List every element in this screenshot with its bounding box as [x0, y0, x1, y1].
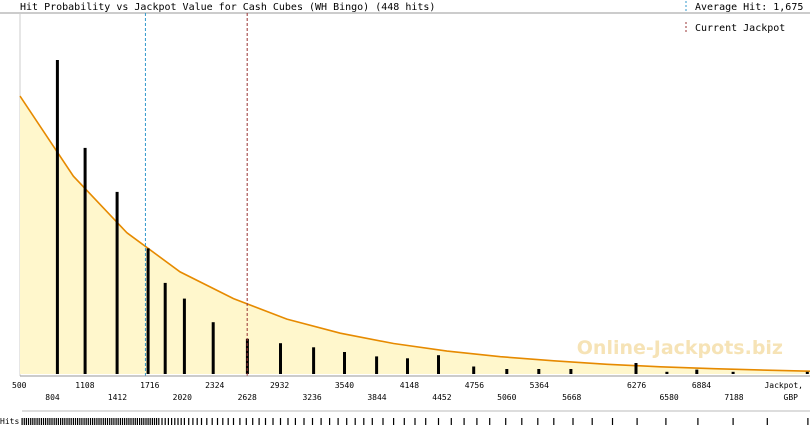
watermark: Online-Jackpots.biz	[577, 337, 783, 359]
x-tick-label: 2324	[205, 381, 224, 390]
x-tick-label: 2932	[270, 381, 289, 390]
hit-bar	[279, 343, 282, 374]
x-axis-unit: GBP	[784, 393, 799, 402]
hit-bar	[83, 147, 87, 374]
hit-bar	[731, 371, 735, 374]
x-tick-label: 5364	[530, 381, 549, 390]
trend-area	[20, 96, 810, 374]
x-tick-label: 3540	[335, 381, 354, 390]
hit-bar	[163, 282, 167, 374]
x-tick-label: 2020	[173, 393, 192, 402]
x-tick-label: 3844	[367, 393, 386, 402]
hit-bar	[343, 352, 346, 374]
x-tick-label: 1716	[140, 381, 159, 390]
x-tick-label: 7188	[724, 393, 743, 402]
x-ticks-top: 500 1108 1716 2324 2932 3540 4148 4756 5364 6276 6…	[12, 381, 711, 390]
legend: Average Hit: 1,675 Current Jackpot	[685, 1, 803, 34]
hit-bars	[55, 60, 809, 374]
hit-bar	[569, 369, 573, 374]
x-ticks-bottom: 804 1412 2020 2628 3236 3844 4452 5060 5668 6580 7…	[45, 393, 744, 402]
hit-bar	[505, 369, 509, 374]
hit-bar	[375, 356, 379, 374]
hits-rug	[21, 418, 809, 425]
x-tick-label: 4756	[465, 381, 484, 390]
x-tick-label: 6276	[627, 381, 646, 390]
hit-bar	[55, 60, 59, 374]
x-tick-label: 5060	[497, 393, 516, 402]
legend-current-jackpot: Current Jackpot	[695, 23, 785, 34]
hit-bar	[312, 347, 316, 374]
hit-bar	[665, 371, 669, 374]
x-tick-label: 6580	[659, 393, 678, 402]
hit-bar	[211, 322, 215, 374]
hit-bar	[634, 363, 638, 374]
x-tick-label: 4148	[400, 381, 419, 390]
hit-bar	[695, 369, 699, 374]
x-tick-label: 3236	[302, 393, 321, 402]
x-tick-label: 4452	[432, 393, 451, 402]
x-tick-label: 500	[12, 381, 27, 390]
hit-bar	[472, 366, 476, 374]
hit-bar	[437, 355, 440, 374]
hits-label: Hits	[0, 417, 19, 425]
hit-bar	[805, 371, 809, 374]
x-tick-label: 2628	[238, 393, 257, 402]
x-tick-label: 804	[45, 393, 60, 402]
x-tick-label: 1412	[108, 393, 127, 402]
chart-title: Hit Probability vs Jackpot Value for Cas…	[20, 2, 435, 13]
x-axis-label: Jackpot,	[764, 381, 803, 390]
hit-bar	[537, 369, 541, 374]
hit-bar	[146, 248, 150, 374]
hit-bar	[182, 298, 186, 374]
trend-curve	[19, 95, 810, 372]
hit-bar	[245, 338, 249, 374]
legend-average-hit: Average Hit: 1,675	[695, 2, 803, 13]
hit-bar	[115, 191, 119, 374]
x-tick-label: 1108	[75, 381, 94, 390]
x-tick-label: 5668	[562, 393, 581, 402]
hit-bar	[406, 358, 409, 374]
x-tick-label: 6884	[692, 381, 711, 390]
